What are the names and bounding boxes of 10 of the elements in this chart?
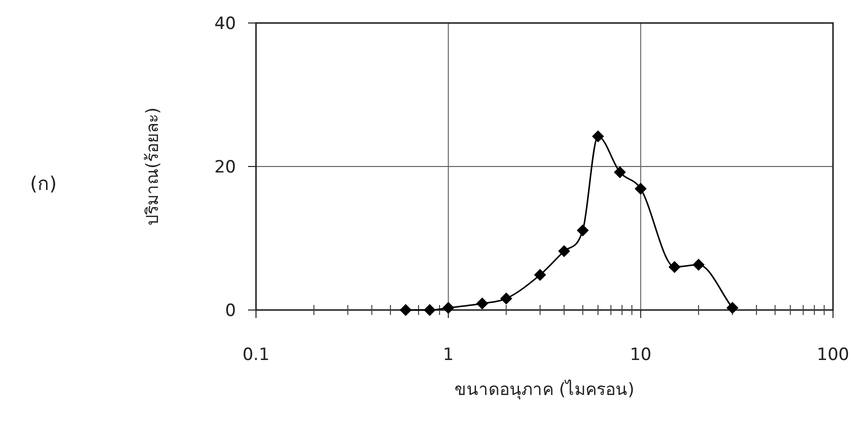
y-tick-label: 0 bbox=[225, 301, 236, 321]
y-tick-label: 40 bbox=[214, 14, 236, 34]
text: (ก) bbox=[30, 173, 57, 195]
x-tick-label: 10 bbox=[630, 345, 652, 365]
x-tick-label: 0.1 bbox=[242, 345, 270, 365]
x-axis-title: ขนาดอนุภาค (ไมครอน) bbox=[454, 379, 634, 400]
x-tick-label: 100 bbox=[816, 345, 850, 365]
y-axis-title: ปริมาณ(ร้อยละ) bbox=[143, 107, 163, 226]
y-tick-label: 20 bbox=[214, 158, 236, 178]
x-tick-label: 1 bbox=[442, 345, 454, 365]
